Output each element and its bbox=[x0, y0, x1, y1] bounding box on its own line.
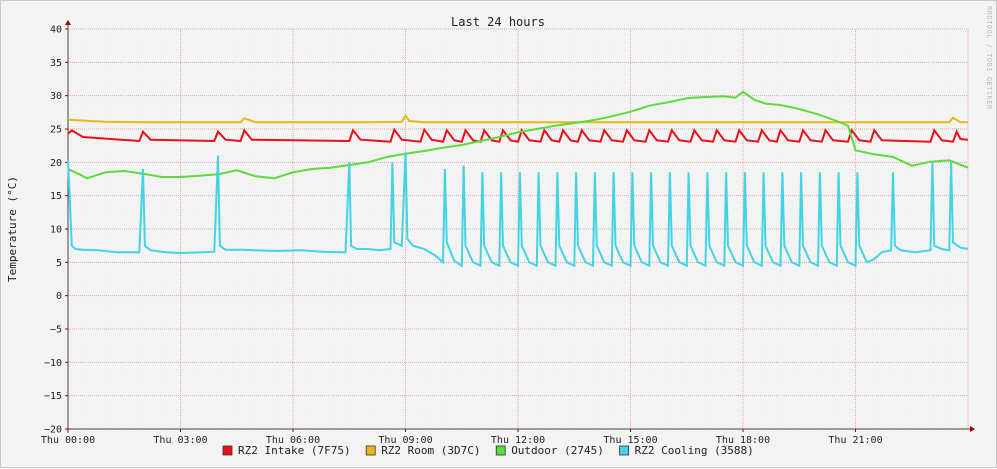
y-tick-label: 15 bbox=[50, 191, 62, 202]
y-axis-arrow-icon bbox=[65, 20, 71, 25]
legend-label-1: RZ2 Intake (7F75) bbox=[238, 444, 351, 457]
series-line-1 bbox=[67, 127, 969, 143]
y-axis-label: Temperature (°C) bbox=[6, 176, 19, 282]
y-tick-label: 10 bbox=[50, 225, 62, 236]
series-line-2 bbox=[67, 113, 968, 124]
axes bbox=[65, 20, 975, 433]
grid bbox=[67, 28, 969, 430]
rrdtool-watermark: RRDTOOL / TOBI OETIKER bbox=[985, 6, 993, 110]
y-tick-label: 40 bbox=[50, 25, 62, 36]
legend-swatch-3 bbox=[495, 445, 506, 456]
x-tick-label: Thu 18:00 bbox=[716, 435, 770, 446]
legend-label-2: RZ2 Room (3D7C) bbox=[381, 444, 480, 457]
legend-label-3: Outdoor (2745) bbox=[511, 444, 604, 457]
series-line-3 bbox=[67, 90, 969, 180]
legend-swatch-2 bbox=[365, 445, 376, 456]
series-lines bbox=[67, 90, 969, 268]
chart-title: Last 24 hours bbox=[451, 15, 545, 29]
y-tick-label: −10 bbox=[44, 358, 62, 369]
x-tick-label: Thu 00:00 bbox=[41, 435, 95, 446]
y-tick-label: 30 bbox=[50, 91, 62, 102]
x-tick-label: Thu 09:00 bbox=[378, 435, 432, 446]
y-tick-label: 5 bbox=[56, 258, 62, 269]
y-tick-label: −20 bbox=[44, 425, 62, 436]
legend: RZ2 Intake (7F75) RZ2 Room (3D7C) Outdoor … bbox=[222, 444, 754, 457]
y-tick-label: 25 bbox=[50, 125, 62, 136]
x-tick-label: Thu 15:00 bbox=[603, 435, 657, 446]
legend-label-4: RZ2 Cooling (3588) bbox=[635, 444, 754, 457]
x-tick-label: Thu 03:00 bbox=[153, 435, 207, 446]
y-tick-label: −15 bbox=[44, 391, 62, 402]
series-line-4 bbox=[67, 152, 969, 268]
y-tick-label: 35 bbox=[50, 58, 62, 69]
legend-swatch-4 bbox=[619, 445, 629, 456]
x-tick-label: Thu 21:00 bbox=[828, 435, 882, 446]
y-tick-label: 0 bbox=[56, 291, 62, 302]
y-tick-label: 20 bbox=[50, 158, 62, 169]
x-axis-arrow-icon bbox=[970, 426, 975, 432]
legend-swatch-1 bbox=[222, 445, 233, 456]
x-tick-label: Thu 06:00 bbox=[266, 435, 320, 446]
x-tick-labels: Thu 00:00 Thu 03:00 Thu 06:00 Thu 09:00 Thu … bbox=[41, 429, 883, 446]
x-tick-label: Thu 12:00 bbox=[491, 435, 545, 446]
y-tick-label: −5 bbox=[50, 325, 62, 336]
y-tick-labels: 40 35 30 25 20 15 10 5 0 −5 −10 −15 −20 bbox=[44, 25, 68, 436]
